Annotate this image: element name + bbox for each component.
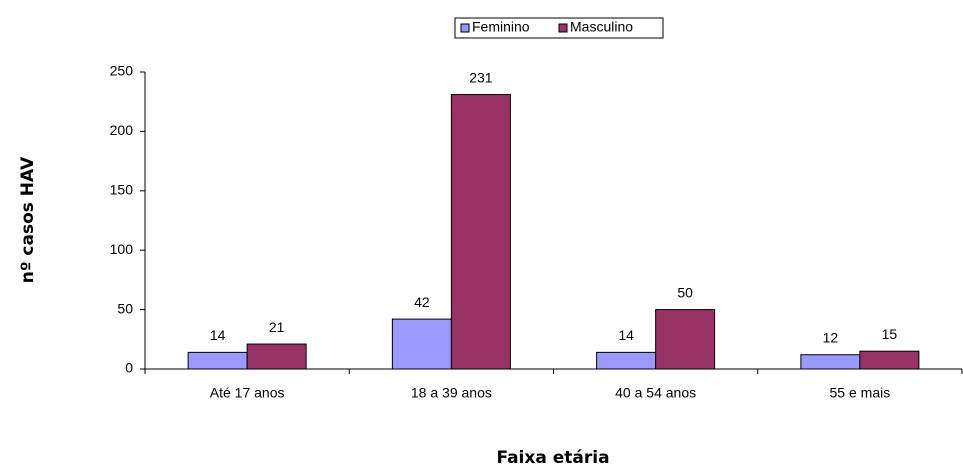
data-label: 12 bbox=[823, 329, 839, 345]
data-label: 14 bbox=[210, 327, 226, 343]
data-label: 231 bbox=[469, 69, 493, 85]
legend-swatch bbox=[460, 23, 470, 33]
data-label: 50 bbox=[677, 284, 693, 300]
y-tick-label: 150 bbox=[110, 182, 134, 198]
bar bbox=[246, 343, 307, 370]
data-label: 42 bbox=[414, 294, 430, 310]
legend-label: Masculino bbox=[570, 19, 633, 35]
legend-swatch bbox=[558, 23, 568, 33]
data-label: 15 bbox=[882, 326, 898, 342]
bar bbox=[800, 354, 861, 370]
x-tick-label: 40 a 54 anos bbox=[615, 385, 696, 401]
x-tick-label: Até 17 anos bbox=[210, 385, 285, 401]
y-tick-label: 250 bbox=[110, 63, 134, 79]
y-axis-title: nº casos HAV bbox=[18, 156, 38, 283]
y-tick-label: 200 bbox=[110, 122, 134, 138]
data-label: 21 bbox=[269, 319, 285, 335]
legend-label: Feminino bbox=[472, 19, 530, 35]
bar bbox=[596, 351, 657, 370]
y-tick-label: 0 bbox=[125, 360, 133, 376]
x-tick-label: 18 a 39 anos bbox=[411, 385, 492, 401]
bar bbox=[187, 351, 248, 370]
bar bbox=[391, 318, 452, 370]
data-label: 14 bbox=[618, 327, 634, 343]
bar bbox=[655, 309, 716, 370]
bar bbox=[859, 350, 920, 370]
bar bbox=[450, 94, 511, 370]
y-tick-label: 100 bbox=[110, 241, 134, 257]
x-tick-label: 55 e mais bbox=[830, 385, 891, 401]
x-axis-title: Faixa etária bbox=[496, 448, 609, 467]
y-tick-label: 50 bbox=[117, 300, 133, 316]
